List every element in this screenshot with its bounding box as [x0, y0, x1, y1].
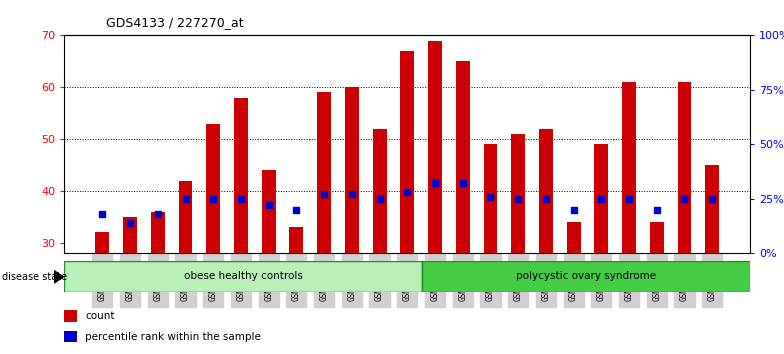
- Bar: [594, 144, 608, 253]
- Text: obese healthy controls: obese healthy controls: [183, 272, 303, 281]
- Bar: [677, 82, 691, 253]
- Point: [96, 211, 109, 217]
- Bar: [289, 227, 303, 253]
- Text: disease state: disease state: [2, 272, 67, 282]
- Bar: [511, 134, 525, 253]
- Point: [485, 194, 497, 199]
- Point: [401, 189, 413, 195]
- Polygon shape: [54, 271, 64, 283]
- Bar: [539, 129, 553, 253]
- Point: [180, 196, 192, 201]
- Bar: [262, 170, 276, 253]
- Point: [263, 202, 275, 208]
- Bar: [64, 331, 78, 342]
- Point: [429, 181, 441, 186]
- Bar: [456, 61, 470, 253]
- Bar: [345, 87, 359, 253]
- Bar: [423, 261, 750, 292]
- Point: [539, 196, 552, 201]
- Bar: [318, 92, 331, 253]
- Point: [706, 196, 718, 201]
- Point: [651, 207, 663, 212]
- Point: [318, 192, 330, 197]
- Bar: [206, 124, 220, 253]
- Point: [622, 196, 635, 201]
- Text: count: count: [85, 311, 115, 321]
- Point: [207, 196, 220, 201]
- Point: [151, 211, 164, 217]
- Point: [373, 196, 386, 201]
- Bar: [151, 212, 165, 253]
- Point: [595, 196, 608, 201]
- Bar: [428, 41, 442, 253]
- Bar: [64, 261, 423, 292]
- Bar: [123, 217, 137, 253]
- Bar: [650, 222, 664, 253]
- Bar: [372, 129, 387, 253]
- Point: [568, 207, 580, 212]
- Bar: [401, 51, 414, 253]
- Point: [456, 181, 469, 186]
- Bar: [64, 310, 78, 322]
- Bar: [622, 82, 636, 253]
- Point: [124, 220, 136, 225]
- Point: [678, 196, 691, 201]
- Point: [290, 207, 303, 212]
- Text: percentile rank within the sample: percentile rank within the sample: [85, 332, 261, 342]
- Point: [346, 192, 358, 197]
- Bar: [234, 98, 248, 253]
- Text: GDS4133 / 227270_at: GDS4133 / 227270_at: [106, 16, 244, 29]
- Point: [234, 196, 247, 201]
- Point: [512, 196, 524, 201]
- Bar: [706, 165, 719, 253]
- Bar: [96, 232, 109, 253]
- Text: polycystic ovary syndrome: polycystic ovary syndrome: [516, 272, 656, 281]
- Bar: [179, 181, 193, 253]
- Bar: [567, 222, 580, 253]
- Bar: [484, 144, 497, 253]
